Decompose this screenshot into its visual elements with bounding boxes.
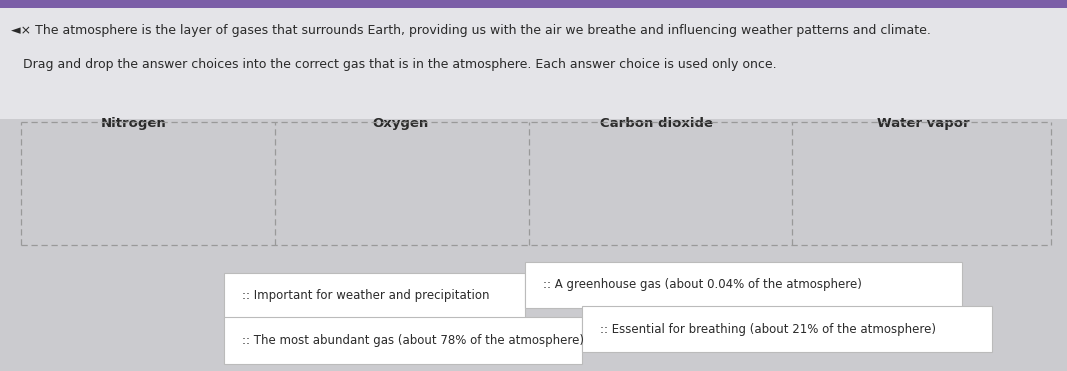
Text: Drag and drop the answer choices into the correct gas that is in the atmosphere.: Drag and drop the answer choices into th…: [11, 58, 777, 70]
FancyBboxPatch shape: [0, 119, 1067, 371]
Text: :: The most abundant gas (about 78% of the atmosphere): :: The most abundant gas (about 78% of t…: [242, 334, 585, 347]
FancyBboxPatch shape: [0, 0, 1067, 119]
Text: Oxygen: Oxygen: [372, 117, 428, 130]
FancyBboxPatch shape: [224, 273, 525, 319]
FancyBboxPatch shape: [0, 0, 1067, 8]
Text: :: Essential for breathing (about 21% of the atmosphere): :: Essential for breathing (about 21% of…: [600, 323, 936, 336]
Text: Water vapor: Water vapor: [877, 117, 969, 130]
Text: ◄× The atmosphere is the layer of gases that surrounds Earth, providing us with : ◄× The atmosphere is the layer of gases …: [11, 24, 930, 37]
FancyBboxPatch shape: [224, 317, 582, 364]
Text: :: A greenhouse gas (about 0.04% of the atmosphere): :: A greenhouse gas (about 0.04% of the …: [543, 278, 862, 291]
Text: Carbon dioxide: Carbon dioxide: [600, 117, 713, 130]
FancyBboxPatch shape: [582, 306, 992, 352]
Text: :: Important for weather and precipitation: :: Important for weather and precipitati…: [242, 289, 490, 302]
Text: Nitrogen: Nitrogen: [100, 117, 166, 130]
FancyBboxPatch shape: [525, 262, 962, 308]
